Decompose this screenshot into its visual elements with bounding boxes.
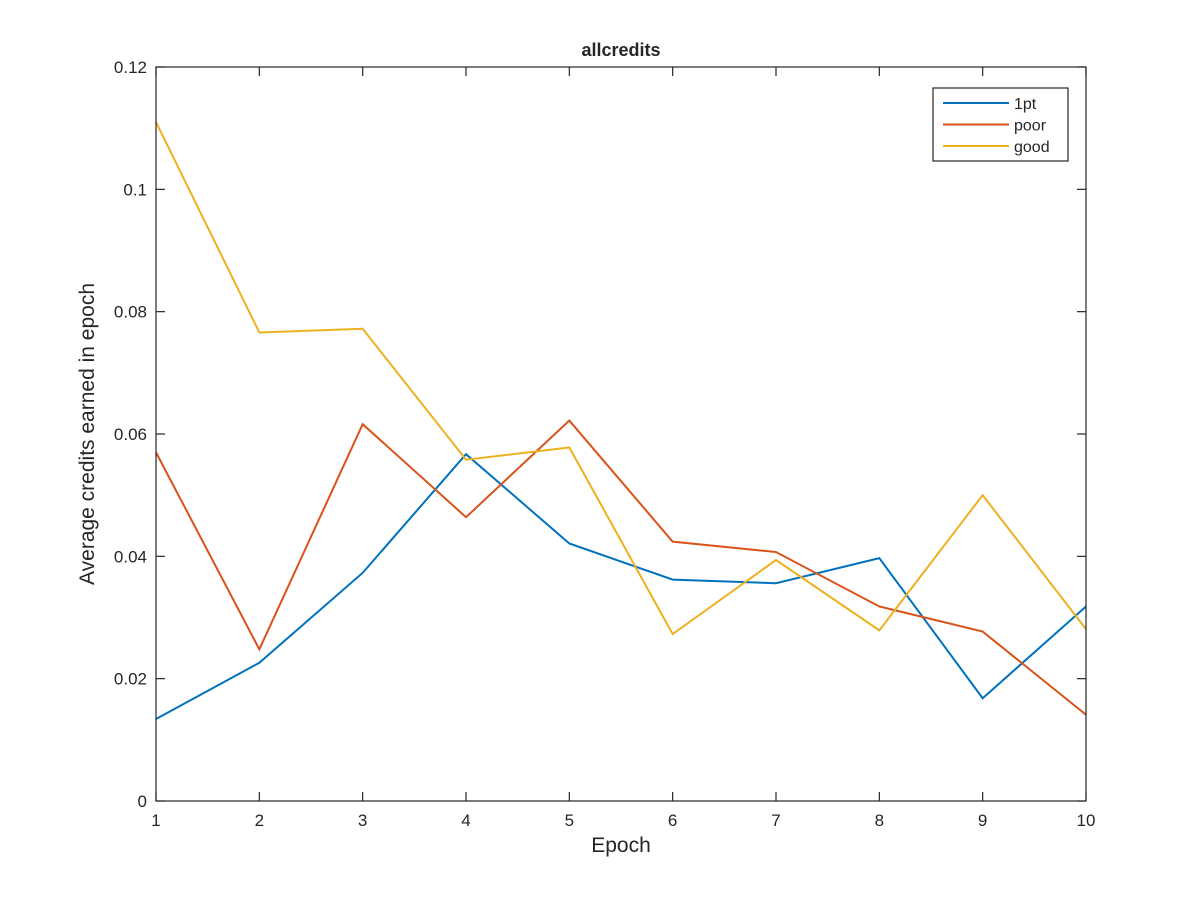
y-tick-label: 0.12: [114, 58, 147, 77]
chart-title: allcredits: [581, 40, 660, 60]
y-tick-label: 0: [138, 792, 147, 811]
legend-label: 1pt: [1014, 96, 1037, 113]
series-layer: [155, 121, 1087, 720]
x-tick-label: 6: [668, 811, 677, 830]
ticks-layer: 1 2 3 4 5 6 7 8 9 10 0 0.02 0.04 0.06 0.08 0.1 0.12: [114, 58, 1096, 830]
series-line-1pt: [155, 452, 1087, 720]
x-tick-label: 1: [151, 811, 160, 830]
x-tick-label: 7: [771, 811, 780, 830]
x-tick-label: 8: [875, 811, 884, 830]
y-axis-label: Average credits earned in epoch: [76, 283, 99, 585]
series-line-poor: [155, 419, 1087, 716]
y-tick-label: 0.06: [114, 425, 147, 444]
plot-frame: [155, 66, 1087, 802]
legend-label: good: [1014, 139, 1050, 156]
series-line-good: [155, 121, 1087, 636]
x-axis-label: Epoch: [591, 834, 651, 857]
x-tick-label: 4: [461, 811, 470, 830]
y-tick-label: 0.02: [114, 670, 147, 689]
x-tick-label: 5: [565, 811, 574, 830]
y-tick-label: 0.1: [123, 180, 147, 199]
y-tick-label: 0.08: [114, 303, 147, 322]
x-tick-label: 10: [1077, 811, 1096, 830]
x-tick-label: 3: [358, 811, 367, 830]
legend: 1pt poor good: [932, 87, 1069, 162]
legend-label: poor: [1014, 118, 1047, 135]
plot-area: [156, 67, 1086, 801]
x-tick-label: 9: [978, 811, 987, 830]
y-tick-label: 0.04: [114, 547, 147, 566]
x-tick-label: 2: [255, 811, 264, 830]
